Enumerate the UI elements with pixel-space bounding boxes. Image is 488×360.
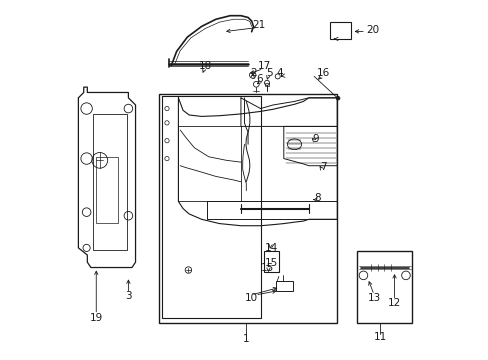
Text: 15: 15 (264, 258, 278, 268)
Text: 15: 15 (261, 262, 274, 273)
Bar (96, 157, 118, 223)
Text: 7: 7 (319, 162, 325, 172)
Text: 17: 17 (257, 61, 270, 71)
Text: 4: 4 (276, 68, 283, 78)
Text: 20: 20 (366, 25, 379, 35)
Text: 14: 14 (264, 243, 277, 253)
Text: 3: 3 (125, 291, 131, 301)
Text: 13: 13 (367, 293, 381, 303)
Text: 11: 11 (373, 332, 386, 342)
Text: 12: 12 (387, 298, 400, 308)
Bar (159, 94, 337, 323)
Text: 19: 19 (89, 312, 102, 323)
Text: 16: 16 (316, 68, 329, 78)
Text: 21: 21 (252, 19, 265, 30)
Bar (356, 251, 411, 323)
Text: 2: 2 (249, 68, 256, 78)
Text: 10: 10 (244, 293, 258, 303)
Text: 18: 18 (198, 61, 211, 71)
Text: 6: 6 (256, 74, 263, 84)
Bar (264, 83, 268, 86)
Bar (93, 114, 126, 249)
Bar (329, 22, 350, 39)
Text: 9: 9 (312, 134, 319, 144)
Bar (275, 281, 293, 291)
Text: 8: 8 (314, 193, 321, 203)
Circle shape (336, 96, 339, 100)
Bar (264, 251, 279, 272)
Text: 5: 5 (265, 68, 272, 78)
Text: 1: 1 (243, 334, 249, 344)
